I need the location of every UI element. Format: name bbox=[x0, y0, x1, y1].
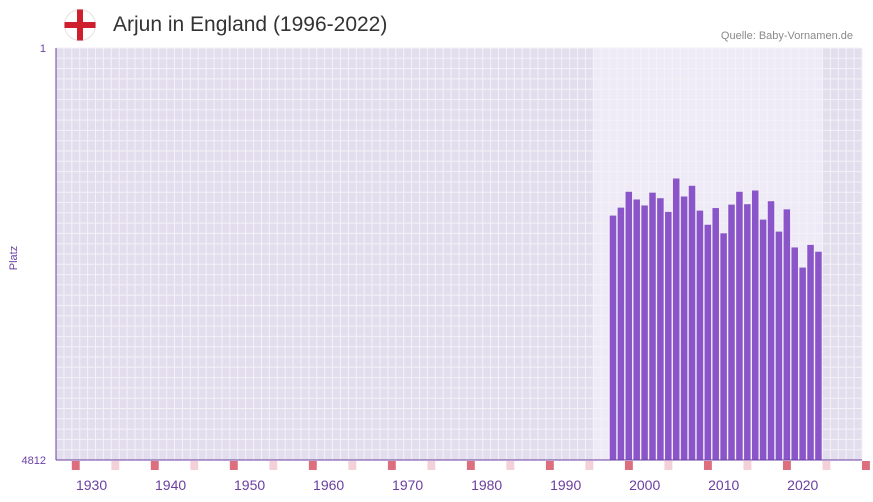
year-marker-2028 bbox=[862, 461, 870, 470]
year-marker-2003 bbox=[664, 461, 673, 470]
x-tick-label-1970: 1970 bbox=[392, 477, 423, 493]
bar-2019 bbox=[791, 247, 798, 460]
x-tick-label-2010: 2010 bbox=[708, 477, 739, 493]
year-marker-1988 bbox=[545, 461, 554, 470]
year-marker-1993 bbox=[585, 461, 594, 470]
year-marker-1983 bbox=[506, 461, 515, 470]
year-marker-1928 bbox=[71, 461, 80, 470]
x-tick-label-1950: 1950 bbox=[234, 477, 265, 493]
bar-2009 bbox=[712, 208, 719, 460]
bar-2022 bbox=[815, 251, 822, 460]
bar-2004 bbox=[672, 178, 680, 460]
x-tick-label-1930: 1930 bbox=[76, 477, 107, 493]
bar-2006 bbox=[688, 185, 696, 460]
x-tick-label-1990: 1990 bbox=[550, 477, 581, 493]
bar-2000 bbox=[641, 205, 648, 460]
x-tick-label-1960: 1960 bbox=[313, 477, 344, 493]
year-marker-1943 bbox=[190, 461, 199, 470]
year-marker-2018 bbox=[782, 461, 791, 470]
year-marker-1973 bbox=[427, 461, 436, 470]
bar-1996 bbox=[609, 215, 617, 460]
year-marker-1948 bbox=[229, 461, 238, 470]
bar-2002 bbox=[657, 198, 664, 460]
bar-2018 bbox=[783, 209, 791, 460]
bar-2010 bbox=[720, 233, 727, 460]
year-marker-1953 bbox=[269, 461, 278, 470]
bar-2012 bbox=[736, 191, 743, 460]
bar-2014 bbox=[751, 190, 759, 460]
source-credit: Quelle: Baby-Vornamen.de bbox=[720, 30, 853, 42]
year-marker-2023 bbox=[822, 461, 831, 470]
year-marker-1978 bbox=[466, 461, 475, 470]
x-tick-label-1980: 1980 bbox=[471, 477, 502, 493]
year-marker-2013 bbox=[743, 461, 752, 470]
x-tick-label-2000: 2000 bbox=[629, 477, 660, 493]
y-tick-label-bottom: 4812 bbox=[22, 455, 46, 467]
bar-1998 bbox=[625, 191, 633, 460]
bar-2017 bbox=[775, 231, 783, 460]
year-marker-2008 bbox=[703, 461, 712, 470]
year-marker-1968 bbox=[387, 461, 396, 470]
chart-title: Arjun in England (1996-2022) bbox=[113, 13, 388, 36]
bar-2016 bbox=[767, 201, 775, 460]
chart-header: Arjun in England (1996-2022) Quelle: Bab… bbox=[0, 0, 873, 48]
year-marker-1958 bbox=[308, 461, 317, 470]
year-marker-1933 bbox=[111, 461, 120, 470]
bar-1997 bbox=[617, 207, 625, 460]
year-marker-1938 bbox=[150, 461, 159, 470]
bar-2005 bbox=[680, 196, 688, 461]
bar-2001 bbox=[649, 192, 656, 460]
bar-2008 bbox=[704, 224, 712, 460]
y-axis-title: Platz bbox=[8, 246, 20, 270]
england-flag-icon bbox=[64, 9, 96, 41]
bar-2020 bbox=[799, 267, 806, 460]
bar-2003 bbox=[665, 211, 672, 460]
x-tick-label-2020: 2020 bbox=[787, 477, 818, 493]
bar-2021 bbox=[807, 244, 814, 460]
x-tick-label-1940: 1940 bbox=[155, 477, 186, 493]
bar-2013 bbox=[744, 204, 751, 460]
year-marker-1963 bbox=[348, 461, 357, 470]
y-tick-label-top: 1 bbox=[40, 43, 46, 55]
bar-2015 bbox=[759, 219, 767, 460]
bar-2007 bbox=[696, 210, 704, 460]
bar-2011 bbox=[728, 204, 735, 460]
bar-1999 bbox=[633, 199, 640, 460]
year-marker-1998 bbox=[624, 461, 633, 470]
